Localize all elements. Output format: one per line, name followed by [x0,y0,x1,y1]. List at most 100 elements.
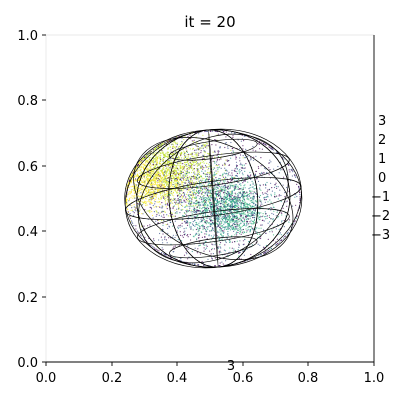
scatter-point [187,160,189,163]
scatter-point [176,162,178,164]
scatter-point [243,254,245,256]
scatter-point [198,180,200,182]
scatter-point [196,148,198,150]
scatter-point [218,212,220,215]
scatter-point [174,209,176,211]
scatter-point [191,152,193,154]
scatter-point [236,221,238,223]
scatter-point [271,190,273,192]
scatter-point [231,203,233,205]
scatter-point [172,167,174,169]
scatter-point [273,168,275,170]
scatter-point [222,220,224,222]
scatter-point [147,183,149,185]
scatter-point [155,206,157,208]
scatter-point [157,206,159,208]
scatter-point [188,172,190,174]
scatter-point [216,159,218,161]
scatter-point [186,253,188,255]
scatter-point [154,203,156,205]
scatter-point [201,260,203,263]
scatter-point [249,184,251,186]
scatter-point [198,234,201,236]
scatter-point [161,152,163,154]
scatter-point [159,212,161,214]
scatter-point [181,195,183,197]
scatter-point [202,204,204,206]
scatter-point [210,197,212,199]
scatter-point [174,199,176,201]
scatter-point [223,210,225,212]
scatter-point [164,186,166,188]
scatter-point [182,181,184,183]
scatter-point [189,148,191,150]
scatter-point [213,229,215,231]
scatter-point [211,156,213,158]
scatter-point [249,171,251,174]
scatter-point [175,176,177,178]
scatter-point [204,151,206,154]
scatter-point [173,163,175,165]
scatter-point [183,194,185,196]
scatter-point [137,203,139,205]
scatter-point [218,205,220,208]
scatter-point [237,249,239,251]
scatter-point [151,182,153,184]
scatter-point [218,195,220,197]
scatter-point [183,254,186,256]
scatter-point [249,187,251,189]
scatter-point [201,201,203,203]
scatter-point [219,229,221,231]
scatter-point [236,168,238,170]
scatter-point [182,189,184,191]
scatter-point [249,205,251,207]
scatter-point [243,185,245,187]
scatter-point [151,183,154,186]
scatter-point [164,153,166,155]
scatter-point [207,195,209,197]
scatter-point [240,216,242,218]
scatter-point [244,213,246,215]
scatter-point [219,189,221,191]
scatter-point [129,178,131,180]
scatter-point [178,172,180,174]
scatter-point [224,250,227,252]
scatter-point [222,231,224,233]
scatter-point [138,167,140,169]
scatter-point [227,195,229,197]
scatter-point [164,155,166,157]
scatter-point [202,143,204,145]
scatter-point [288,221,290,223]
scatter-point [249,230,251,232]
scatter-point [262,229,265,231]
scatter-point [208,183,210,185]
scatter-point [171,199,173,201]
scatter-point [152,246,154,248]
scatter-point [190,211,192,213]
scatter-point [174,164,176,166]
scatter-point [206,173,208,175]
scatter-point [226,228,228,230]
scatter-point [161,170,163,172]
scatter-point [277,216,280,218]
scatter-point [217,223,219,225]
scatter-point [163,177,165,179]
scatter-point [219,262,221,264]
scatter-point [134,173,136,175]
scatter-point [186,170,188,172]
scatter-point [187,146,189,148]
scatter-point [134,197,136,199]
scatter-point [147,171,149,174]
scatter-point [221,234,223,237]
scatter-point [154,177,156,179]
scatter-point [196,239,198,241]
scatter-point [183,167,185,169]
scatter-point [240,222,242,224]
scatter-point [176,180,178,182]
scatter-point [148,175,150,177]
scatter-point [154,176,157,178]
scatter-point [259,200,261,202]
scatter-point [167,140,169,142]
scatter-point [275,215,277,217]
scatter-point [214,188,216,190]
